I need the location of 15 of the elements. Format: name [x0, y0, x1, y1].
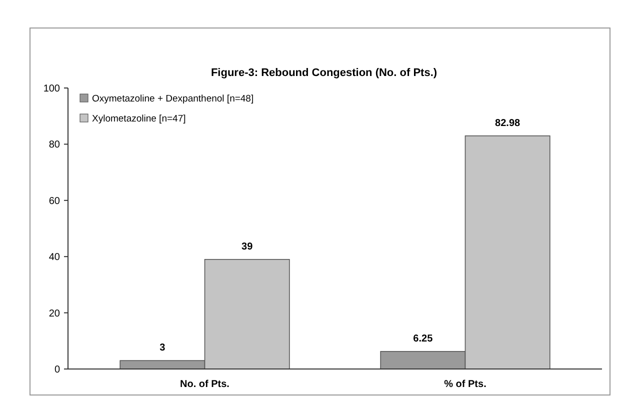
data-label: 39 — [242, 241, 254, 252]
x-tick-label: % of Pts. — [444, 379, 487, 390]
chart-title: Figure-3: Rebound Congestion (No. of Pts.) — [210, 67, 438, 79]
y-tick-label: 40 — [48, 252, 60, 264]
data-label: 3 — [160, 342, 166, 354]
y-tick-label: 0 — [54, 364, 60, 376]
legend-label: Oxymetazoline + Dexpanthenol [n=48] — [92, 93, 254, 104]
y-tick-label: 60 — [48, 196, 60, 207]
legend-label: Xylometazoline [n=47] — [92, 113, 186, 124]
y-tick-label: 20 — [48, 308, 60, 320]
data-label: 82.98 — [495, 118, 521, 129]
x-tick-label: No. of Pts. — [180, 379, 230, 390]
data-label: 6.25 — [413, 333, 434, 344]
y-tick-label: 80 — [48, 140, 60, 151]
y-tick-label: 100 — [43, 84, 60, 94]
